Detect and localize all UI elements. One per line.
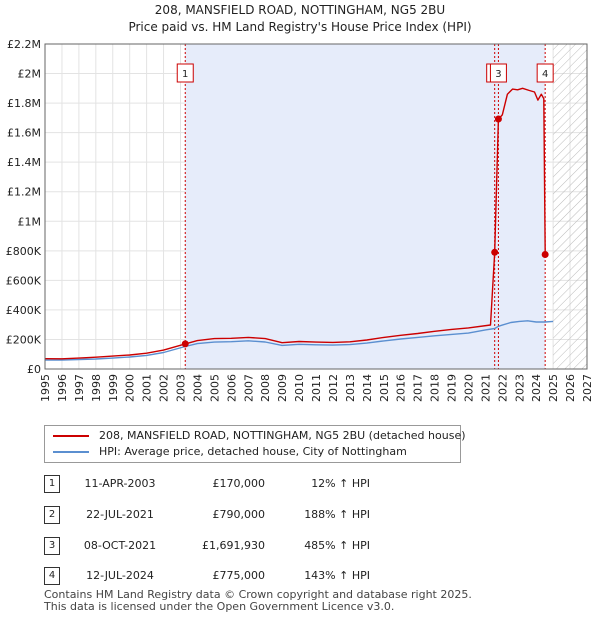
footer: Contains HM Land Registry data © Crown c… (44, 589, 472, 613)
y-tick-label: £0 (27, 363, 41, 376)
legend-label-hpi: HPI: Average price, detached house, City… (99, 445, 407, 458)
x-tick-label: 2021 (479, 374, 492, 402)
transaction-date: 11-APR-2003 (84, 477, 156, 490)
property-price-line (44, 87, 549, 360)
x-tick-label: 2019 (446, 374, 459, 402)
sale-label: 4 (542, 69, 548, 80)
x-tick-label: 2018 (429, 374, 442, 402)
y-tick-label: £1.6M (7, 127, 41, 140)
chart-title: 208, MANSFIELD ROAD, NOTTINGHAM, NG5 2BU (155, 3, 445, 17)
legend-swatch-hpi (53, 451, 89, 453)
x-tick-label: 2013 (344, 374, 357, 402)
x-tick-label: 2017 (412, 374, 425, 402)
legend: 208, MANSFIELD ROAD, NOTTINGHAM, NG5 2BU… (44, 425, 466, 463)
transaction-number: 1 (44, 475, 60, 493)
transaction-hpi: 485% ↑ HPI (304, 539, 370, 552)
x-tick-label: 1997 (73, 374, 86, 402)
x-tick-label: 2020 (462, 374, 475, 402)
x-tick-label: 1998 (90, 374, 103, 402)
y-tick-label: £400K (6, 304, 42, 317)
transaction-hpi: 12% ↑ HPI (311, 477, 370, 490)
legend-swatch-property (53, 435, 89, 437)
sale-label: 3 (495, 69, 501, 80)
x-tick-label: 2002 (158, 374, 171, 402)
transaction-price: £170,000 (212, 477, 266, 490)
legend-label-property: 208, MANSFIELD ROAD, NOTTINGHAM, NG5 2BU… (99, 429, 466, 442)
y-tick-label: £1.8M (7, 97, 41, 110)
transaction-date: 22-JUL-2021 (86, 508, 154, 521)
x-tick-label: 2015 (378, 374, 391, 402)
sale-label: 1 (182, 69, 188, 80)
price-chart: 208, MANSFIELD ROAD, NOTTINGHAM, NG5 2BU… (6, 3, 594, 402)
x-tick-label: 2009 (276, 374, 289, 402)
y-tick-label: £2M (18, 68, 42, 81)
x-tick-label: 2005 (208, 374, 221, 402)
x-tick-label: 2026 (564, 374, 577, 402)
transaction-row: 1 11-APR-2003 £170,000 12% ↑ HPI (0, 475, 600, 495)
transaction-row: 4 12-JUL-2024 £775,000 143% ↑ HPI (0, 567, 600, 587)
sale-point (491, 248, 499, 256)
x-tick-label: 2001 (141, 374, 154, 402)
plot-frame (44, 43, 588, 370)
y-tick-label: £200K (6, 333, 42, 346)
y-tick-label: £1.2M (7, 186, 41, 199)
y-tick-label: £800K (6, 245, 42, 258)
sale-label-box (489, 63, 507, 83)
x-tick-label: 2023 (513, 374, 526, 402)
x-tick-label: 2012 (327, 374, 340, 402)
x-tick-label: 2024 (530, 374, 543, 402)
x-tick-label: 2022 (496, 374, 509, 402)
chart-subtitle: Price paid vs. HM Land Registry's House … (128, 20, 471, 34)
x-tick-label: 2011 (310, 374, 323, 402)
x-tick-label: 2004 (191, 374, 204, 402)
transaction-hpi: 143% ↑ HPI (304, 569, 370, 582)
transaction-price: £790,000 (212, 508, 266, 521)
forecast-hatch (553, 44, 587, 369)
transaction-price: £1,691,930 (202, 539, 265, 552)
y-tick-label: £600K (6, 274, 42, 287)
transaction-hpi: 188% ↑ HPI (304, 508, 370, 521)
transaction-number: 3 (44, 537, 60, 555)
transaction-number: 4 (44, 567, 60, 585)
x-tick-label: 2008 (259, 374, 272, 402)
footer-copyright: Contains HM Land Registry data © Crown c… (44, 588, 472, 601)
footer-license: This data is licensed under the Open Gov… (44, 600, 395, 613)
transaction-row: 2 22-JUL-2021 £790,000 188% ↑ HPI (0, 506, 600, 526)
y-tick-label: £1M (18, 215, 42, 228)
x-tick-label: 2014 (361, 374, 374, 402)
x-tick-label: 2016 (395, 374, 408, 402)
x-tick-label: 1995 (39, 374, 52, 402)
x-tick-label: 2025 (547, 374, 560, 402)
transaction-row: 3 08-OCT-2021 £1,691,930 485% ↑ HPI (0, 537, 600, 557)
transaction-number: 2 (44, 506, 60, 524)
transaction-date: 12-JUL-2024 (86, 569, 154, 582)
sale-point (541, 251, 549, 259)
sale-label-box (536, 63, 554, 83)
hpi-line (44, 320, 554, 361)
sale-label-box (176, 63, 194, 83)
y-tick-label: £2.2M (7, 38, 41, 51)
x-tick-label: 2006 (225, 374, 238, 402)
y-tick-label: £1.4M (7, 156, 41, 169)
sale-point (181, 340, 189, 348)
sale-point (494, 115, 502, 123)
x-tick-label: 1996 (56, 374, 69, 402)
x-tick-label: 2010 (293, 374, 306, 402)
x-tick-label: 2007 (242, 374, 255, 402)
x-tick-label: 1999 (107, 374, 120, 402)
ownership-band (185, 44, 546, 369)
transaction-price: £775,000 (212, 569, 266, 582)
x-tick-label: 2027 (581, 374, 594, 402)
transaction-date: 08-OCT-2021 (83, 539, 157, 552)
x-tick-label: 2000 (124, 374, 137, 402)
x-tick-label: 2003 (175, 374, 188, 402)
